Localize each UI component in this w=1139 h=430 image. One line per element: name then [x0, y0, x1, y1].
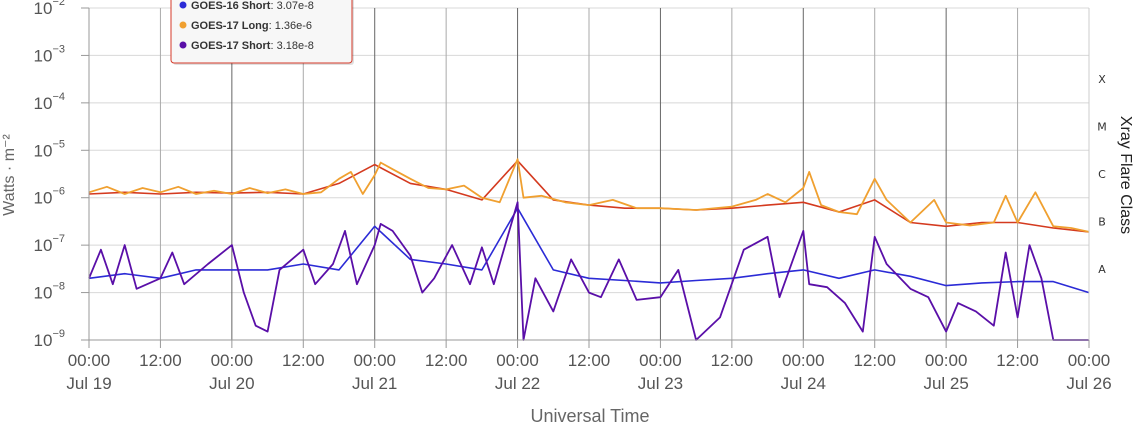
x-axis-title: Universal Time — [530, 406, 649, 426]
legend-tooltip: GOES-16 Short: 3.07e-8 GOES-17 Long: 1.36… — [170, 0, 354, 65]
flare-class-x: X — [1098, 73, 1106, 86]
x-tick-time: 12:00 — [711, 351, 754, 370]
x-tick-date: Jul 24 — [781, 374, 826, 393]
x-tick-date: Jul 19 — [66, 374, 111, 393]
x-tick-date: Jul 23 — [638, 374, 683, 393]
flare-class-c: C — [1098, 168, 1106, 181]
x-tick-time: 00:00 — [925, 351, 968, 370]
x-tick-time: 00:00 — [1068, 351, 1111, 370]
y-axis-ticks: 10−2 10−3 10−4 10−5 10−6 10−7 10−8 10−9 — [34, 0, 89, 350]
y-tick-label: 10−3 — [34, 43, 65, 65]
x-tick-date: Jul 22 — [495, 374, 540, 393]
legend-entry: GOES-17 Short: 3.18e-8 — [191, 40, 314, 52]
x-tick-time: 12:00 — [853, 351, 896, 370]
legend-marker — [179, 1, 187, 9]
y-tick-label: 10−4 — [34, 91, 65, 113]
flare-class-labels: X M C B A — [1097, 73, 1107, 276]
x-tick-date: Jul 20 — [209, 374, 254, 393]
y-tick-label: 10−2 — [34, 0, 65, 18]
x-tick-time: 00:00 — [496, 351, 539, 370]
series-layer — [88, 158, 1090, 341]
y-tick-label: 10−5 — [34, 138, 65, 160]
legend-box — [170, 0, 353, 64]
y-tick-label: 10−8 — [34, 281, 65, 303]
x-tick-time: 12:00 — [568, 351, 611, 370]
legend-entry: GOES-17 Long: 1.36e-6 — [191, 20, 312, 32]
x-tick-date: Jul 26 — [1066, 374, 1111, 393]
x-tick-time: 00:00 — [211, 351, 254, 370]
x-tick-time: 12:00 — [996, 351, 1039, 370]
flare-class-b: B — [1098, 215, 1106, 228]
y-tick-label: 10−7 — [34, 233, 65, 255]
x-axis-ticks: 00:00 Jul 19 12:00 00:00 Jul 20 12:00 00:00 Jul… — [66, 340, 1112, 393]
series-line-goes-17-long — [88, 158, 1090, 233]
flare-class-axis-title: Xray Flare Class — [1117, 116, 1134, 234]
series-line-goes-16-short — [88, 207, 1090, 294]
y-tick-label: 10−6 — [34, 186, 65, 208]
x-tick-time: 12:00 — [282, 351, 325, 370]
x-tick-time: 00:00 — [68, 351, 111, 370]
series-line-goes-17-short — [88, 201, 1089, 341]
x-tick-time: 12:00 — [139, 351, 182, 370]
x-tick-time: 00:00 — [782, 351, 825, 370]
flare-class-a: A — [1098, 263, 1106, 276]
x-tick-date: Jul 21 — [352, 374, 397, 393]
y-axis-title: Watts · m⁻² — [1, 134, 18, 216]
legend-marker — [179, 41, 187, 49]
legend-entry: GOES-16 Short: 3.07e-8 — [191, 0, 314, 12]
flare-class-m: M — [1097, 121, 1107, 134]
x-tick-time: 12:00 — [425, 351, 468, 370]
x-tick-time: 00:00 — [353, 351, 396, 370]
x-tick-time: 00:00 — [639, 351, 682, 370]
y-tick-label: 10−9 — [34, 328, 65, 350]
legend-marker — [179, 21, 187, 29]
x-tick-date: Jul 25 — [923, 374, 968, 393]
